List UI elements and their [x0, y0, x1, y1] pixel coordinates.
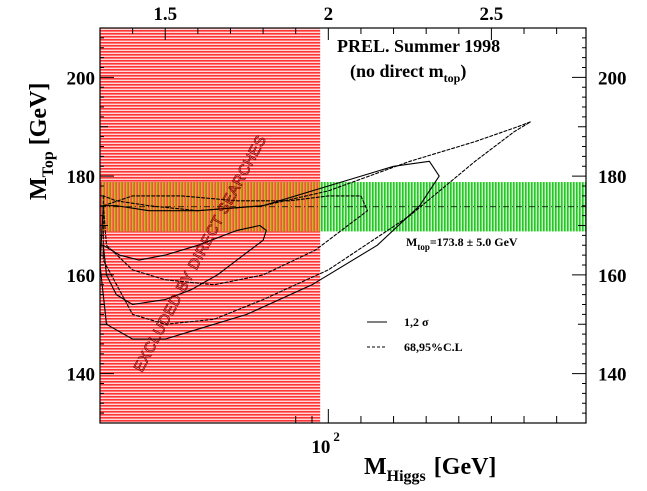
- contour-dashed-3: [102, 121, 532, 325]
- legend: 1,2 σ 68,95%C.L: [367, 315, 463, 354]
- mtop-band-label: Mtop=173.8 ± 5.0 GeV: [406, 235, 518, 252]
- x-axis-title: MHiggs [GeV]: [364, 454, 496, 485]
- contour-solid-0: [102, 224, 267, 306]
- x-tick-label-top: 2.5: [480, 4, 504, 25]
- y-tick-label-left: 160: [67, 266, 96, 287]
- chart-title: PREL. Summer 1998: [337, 36, 500, 56]
- y-tick-label-left: 180: [67, 167, 96, 188]
- x-tick-label-bottom: 10: [311, 437, 330, 458]
- x-tick-label-bottom-exponent: 2: [333, 429, 340, 444]
- y-tick-label-left: 140: [67, 365, 96, 386]
- y-axis-title: MTop[GeV]: [26, 83, 57, 200]
- legend-label-dashed: 68,95%C.L: [404, 340, 463, 354]
- axis-ticks: [99, 27, 586, 424]
- y-tick-label-left: 200: [67, 68, 96, 89]
- legend-label-solid: 1,2 σ: [404, 315, 429, 329]
- chart-subtitle: (no direct mtop): [350, 61, 466, 85]
- contours: [100, 121, 532, 340]
- contour-dashed-2: [102, 195, 369, 286]
- y-tick-label-right: 140: [598, 365, 627, 386]
- y-tick-label-right: 200: [598, 68, 627, 89]
- x-tick-label-top: 1.5: [153, 4, 177, 25]
- y-tick-label-right: 180: [598, 167, 627, 188]
- x-tick-label-top: 2: [324, 4, 334, 25]
- y-tick-label-right: 160: [598, 266, 627, 287]
